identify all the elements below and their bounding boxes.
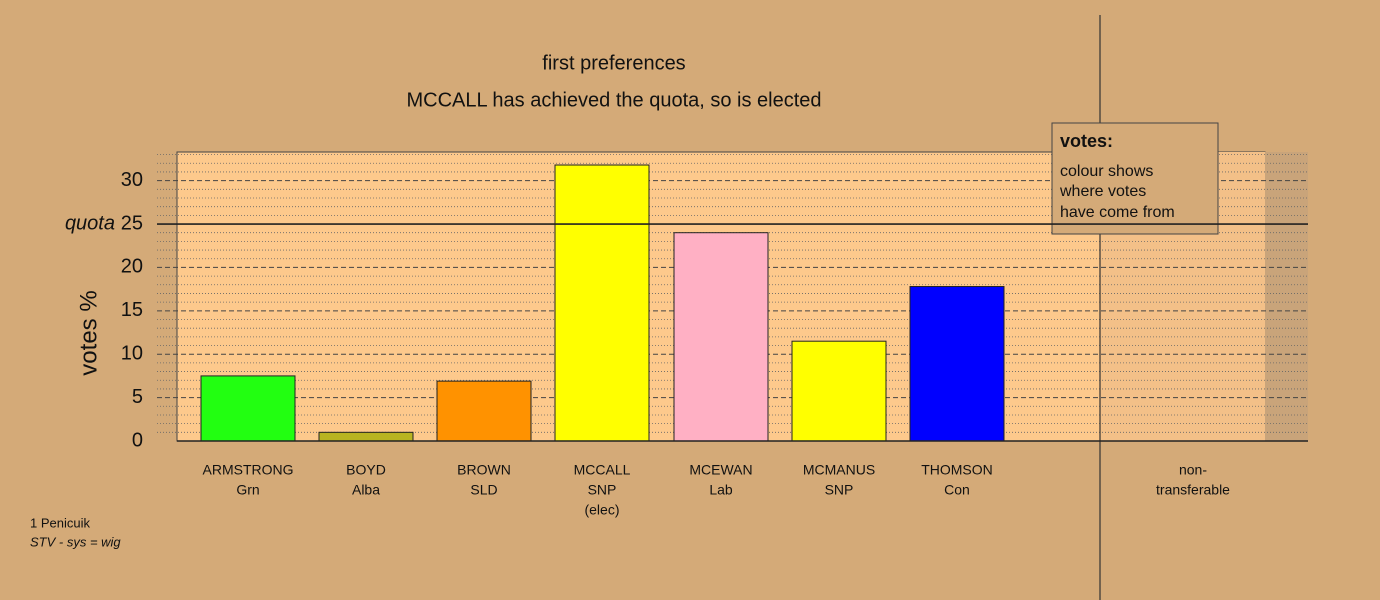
x-tick-label: MCMANUS	[803, 462, 875, 478]
y-axis-label: votes %	[75, 290, 102, 375]
footer-system: STV - sys = wig	[30, 534, 121, 549]
chart-title: first preferences	[542, 52, 685, 74]
legend-text: colour shows	[1060, 163, 1153, 180]
bar	[909, 286, 1005, 442]
bar	[673, 232, 769, 442]
x-tick-party: SLD	[470, 482, 497, 498]
bar	[554, 164, 650, 442]
y-tick-label: 30	[121, 169, 143, 191]
legend-text: have come from	[1060, 204, 1175, 221]
x-tick-party: SNP	[825, 482, 854, 498]
y-tick-label: 10	[121, 342, 143, 364]
bar	[318, 431, 414, 442]
x-tick-label: BROWN	[457, 462, 511, 478]
y-tick-label: 20	[121, 256, 143, 278]
legend: votes: colour shows where votes have com…	[1051, 122, 1219, 235]
x-tick-label: THOMSON	[921, 462, 993, 478]
x-tick-label: MCCALL	[574, 462, 631, 478]
y-tick-label: 5	[132, 386, 143, 408]
bar	[791, 340, 887, 442]
y-tick-label: 0	[132, 429, 143, 451]
x-tick-party: Lab	[709, 482, 733, 498]
x-tick-label: non-	[1179, 462, 1207, 478]
legend-text: where votes	[1059, 183, 1146, 200]
legend-box	[1051, 122, 1219, 235]
x-tick-note: (elec)	[584, 502, 619, 518]
x-tick-party: Con	[944, 482, 970, 498]
quota-label: quota	[65, 212, 115, 234]
y-tick-label: 25	[121, 212, 143, 234]
legend-title: votes:	[1060, 131, 1113, 151]
chart-subtitle: MCCALL has achieved the quota, so is ele…	[406, 89, 821, 111]
right-margin-area	[1265, 152, 1308, 441]
x-tick-label: ARMSTRONG	[203, 462, 294, 478]
bar	[200, 375, 296, 442]
x-tick-party: Grn	[236, 482, 259, 498]
x-tick-party: Alba	[352, 482, 380, 498]
x-tick-label: MCEWAN	[689, 462, 752, 478]
bar	[436, 380, 532, 442]
x-tick-party: SNP	[588, 482, 617, 498]
footer-ward: 1 Penicuik	[30, 515, 90, 530]
bars	[200, 164, 1005, 442]
x-tick-label: BOYD	[346, 462, 386, 478]
x-tick-party: transferable	[1156, 482, 1230, 498]
y-tick-label: 15	[121, 299, 143, 321]
